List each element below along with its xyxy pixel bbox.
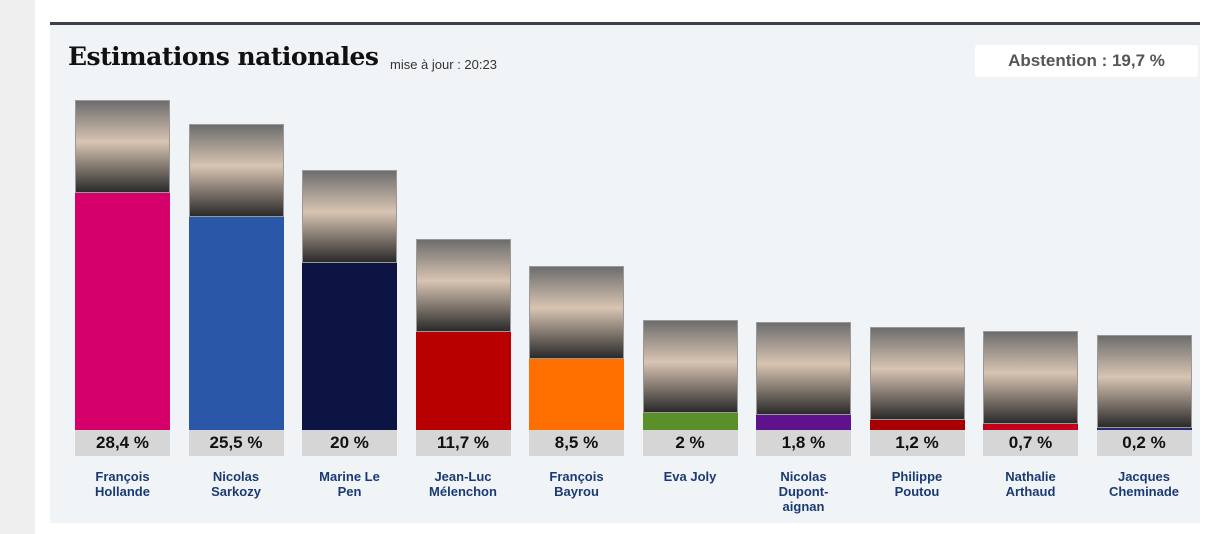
bar — [529, 359, 624, 430]
bar — [75, 192, 170, 430]
bar — [642, 413, 738, 430]
candidate-name: Jacques Cheminade — [1108, 469, 1180, 499]
bar — [1096, 428, 1192, 430]
candidate-name: Nicolas Dupont-aignan — [778, 469, 829, 514]
candidate-photo — [869, 326, 965, 420]
bar — [188, 217, 284, 430]
value-label: 0,2 % — [1096, 430, 1192, 456]
value-label: 1,2 % — [869, 430, 965, 456]
abstention: Abstention : 19,7 % — [975, 45, 1198, 77]
candidate-photo — [302, 170, 397, 263]
value-label: 8,5 % — [529, 430, 624, 456]
value-label: 0,7 % — [983, 430, 1078, 456]
candidate-photo — [983, 331, 1078, 425]
candidate-name: François Hollande — [95, 469, 150, 499]
bar — [983, 424, 1078, 430]
candidate-name: Nathalie Arthaud — [1005, 469, 1056, 499]
bar — [415, 332, 511, 430]
bar — [756, 414, 851, 430]
candidate-photo — [529, 266, 624, 360]
candidate-photo — [642, 320, 738, 414]
chart-subtitle: mise à jour : 20:23 — [390, 57, 497, 72]
candidate-photo — [75, 99, 170, 193]
value-label: 1,8 % — [756, 430, 851, 456]
value-label: 28,4 % — [75, 430, 170, 456]
chart-title: Estimations nationales — [68, 42, 379, 71]
candidate-name: Philippe Poutou — [891, 469, 943, 499]
candidate-photo — [1096, 335, 1192, 429]
candidate-photo — [415, 239, 511, 333]
candidate-photo — [756, 321, 851, 415]
bar — [869, 419, 965, 430]
candidate-name: François Bayrou — [549, 469, 604, 499]
value-label: 25,5 % — [188, 430, 284, 456]
bar — [302, 263, 397, 430]
candidate-name: Jean-Luc Mélenchon — [429, 469, 497, 499]
value-label: 2 % — [642, 430, 738, 456]
candidate-name: Marine Le Pen — [319, 469, 380, 499]
candidate-photo — [188, 124, 284, 218]
value-label: 11,7 % — [415, 430, 511, 456]
value-label: 20 % — [302, 430, 397, 456]
candidate-name: Nicolas Sarkozy — [211, 469, 261, 499]
candidate-name: Eva Joly — [663, 469, 717, 484]
